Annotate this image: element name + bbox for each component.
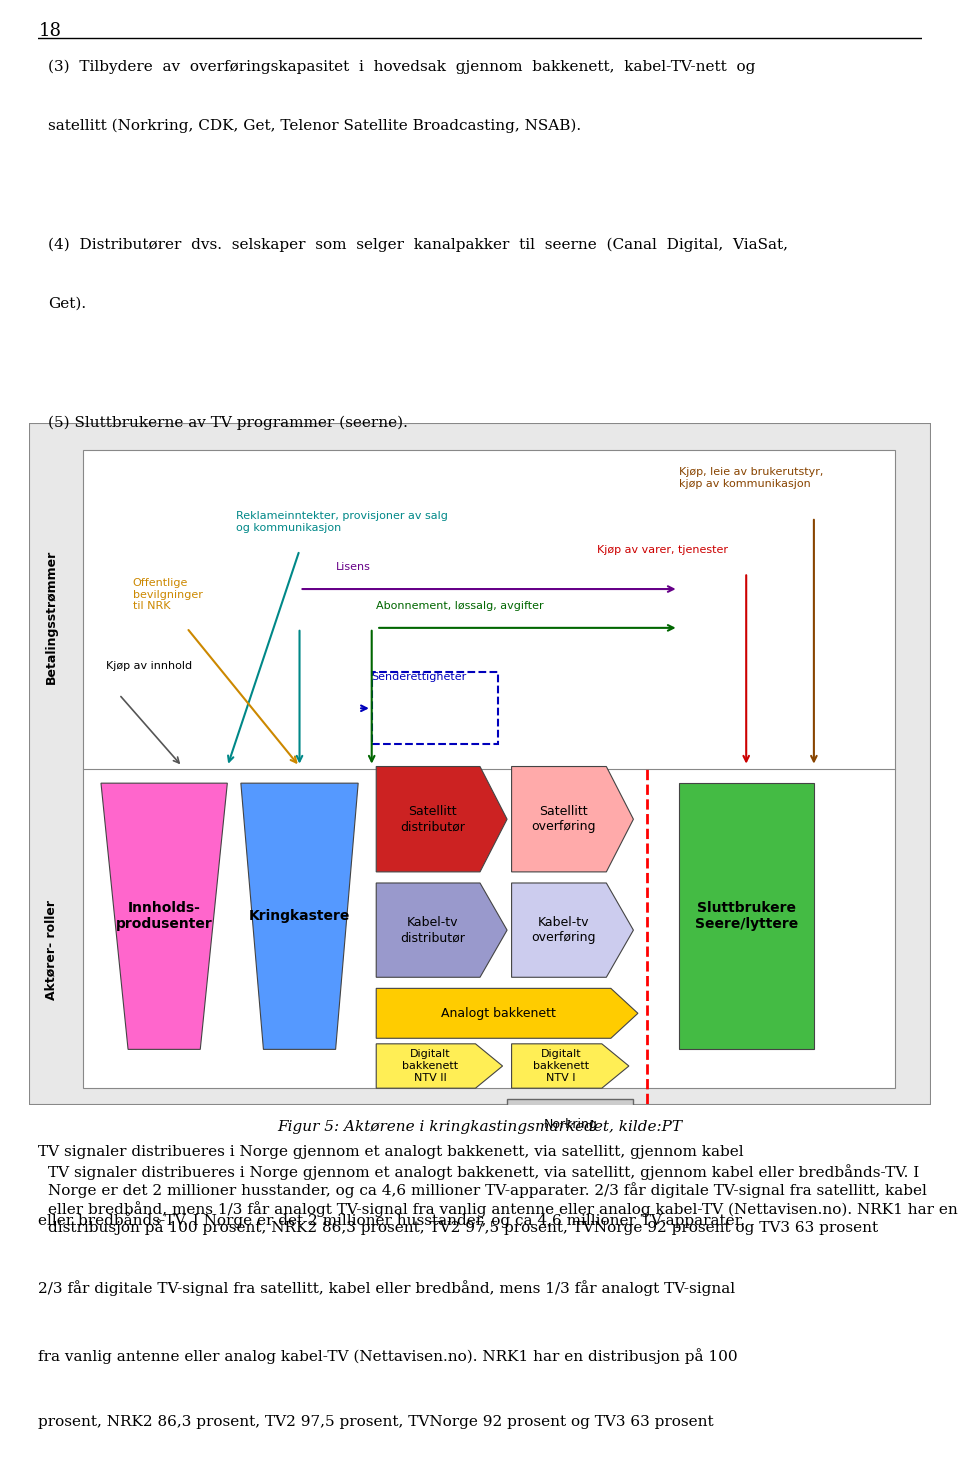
Text: Innholds-
produsenter: Innholds- produsenter [116,902,212,931]
FancyBboxPatch shape [83,451,895,1089]
Text: (3)  Tilbydere  av  overføringskapasitet  i  hovedsak  gjennom  bakkenett,  kabe: (3) Tilbydere av overføringskapasitet i … [48,59,756,74]
Text: Sluttbrukere
Seere/lyttere: Sluttbrukere Seere/lyttere [695,902,798,931]
Text: Kabel-tv
distributør: Kabel-tv distributør [400,916,465,945]
Text: Get).: Get). [48,297,86,310]
Text: 18: 18 [38,22,61,40]
Text: Lisens: Lisens [336,562,371,572]
Text: Aktører- roller: Aktører- roller [45,900,58,1000]
Text: Reklameinntekter, provisjoner av salg
og kommunikasjon: Reklameinntekter, provisjoner av salg og… [236,512,448,532]
Text: Kjøp av innhold: Kjøp av innhold [106,661,192,672]
Text: Analogt bakkenett: Analogt bakkenett [441,1007,556,1020]
Text: (5) Sluttbrukerne av TV programmer (seerne).: (5) Sluttbrukerne av TV programmer (seer… [48,415,408,430]
Text: Kjøp, leie av brukerutstyr,
kjøp av kommunikasjon: Kjøp, leie av brukerutstyr, kjøp av komm… [679,467,823,488]
Text: Digitalt
bakkenett
NTV II: Digitalt bakkenett NTV II [402,1050,459,1083]
Text: Digitalt
bakkenett
NTV I: Digitalt bakkenett NTV I [533,1050,589,1083]
Polygon shape [512,1044,629,1089]
Text: Kabel-tv
overføring: Kabel-tv overføring [531,916,596,945]
Text: 2/3 får digitale TV-signal fra satellitt, kabel eller bredbånd, mens 1/3 får ana: 2/3 får digitale TV-signal fra satellitt… [38,1280,735,1296]
Text: Betalingsstrømmer: Betalingsstrømmer [45,550,58,684]
Bar [372,672,498,744]
Text: Satellitt
distributør: Satellitt distributør [400,805,465,833]
Text: TV signaler distribueres i Norge gjennom et analogt bakkenett, via satellitt, gj: TV signaler distribueres i Norge gjennom… [48,1164,958,1235]
Text: prosent, NRK2 86,3 prosent, TV2 97,5 prosent, TVNorge 92 prosent og TV3 63 prose: prosent, NRK2 86,3 prosent, TV2 97,5 pro… [38,1415,714,1430]
Bar [679,783,814,1050]
Polygon shape [101,783,228,1050]
Text: Offentlige
bevilgninger
til NRK: Offentlige bevilgninger til NRK [132,578,203,611]
Text: satellitt (Norkring, CDK, Get, Telenor Satellite Broadcasting, NSAB).: satellitt (Norkring, CDK, Get, Telenor S… [48,119,581,133]
Polygon shape [376,1044,503,1089]
Text: TV signaler distribueres i Norge gjennom et analogt bakkenett, via satellitt, gj: TV signaler distribueres i Norge gjennom… [38,1145,744,1158]
FancyBboxPatch shape [507,1099,634,1149]
Text: eller bredbånds-TV. I Norge er det 2 millioner husstander, og ca 4,6 millioner T: eller bredbånds-TV. I Norge er det 2 mil… [38,1213,746,1228]
Polygon shape [512,767,634,872]
Polygon shape [241,783,358,1050]
Text: Abonnement, løssalg, avgifter: Abonnement, løssalg, avgifter [376,601,544,611]
Text: fra vanlig antenne eller analog kabel-TV (Nettavisen.no). NRK1 har en distribusj: fra vanlig antenne eller analog kabel-TV… [38,1348,738,1364]
Polygon shape [376,767,507,872]
FancyBboxPatch shape [29,423,931,1105]
Text: (4)  Distributører  dvs.  selskaper  som  selger  kanalpakker  til  seerne  (Can: (4) Distributører dvs. selskaper som sel… [48,237,788,252]
Text: Satellitt
overføring: Satellitt overføring [531,805,596,833]
Polygon shape [376,882,507,977]
Text: Kjøp av varer, tjenester: Kjøp av varer, tjenester [597,544,729,555]
Text: Figur 5: Aktørene i kringkastingsmarkedet, kilde:PT: Figur 5: Aktørene i kringkastingsmarkede… [277,1120,683,1133]
Polygon shape [376,988,637,1038]
Text: Senderettigheter: Senderettigheter [372,672,467,682]
Polygon shape [512,882,634,977]
Text: Kringkastere: Kringkastere [249,909,350,924]
Text: Norkring: Norkring [543,1118,597,1130]
